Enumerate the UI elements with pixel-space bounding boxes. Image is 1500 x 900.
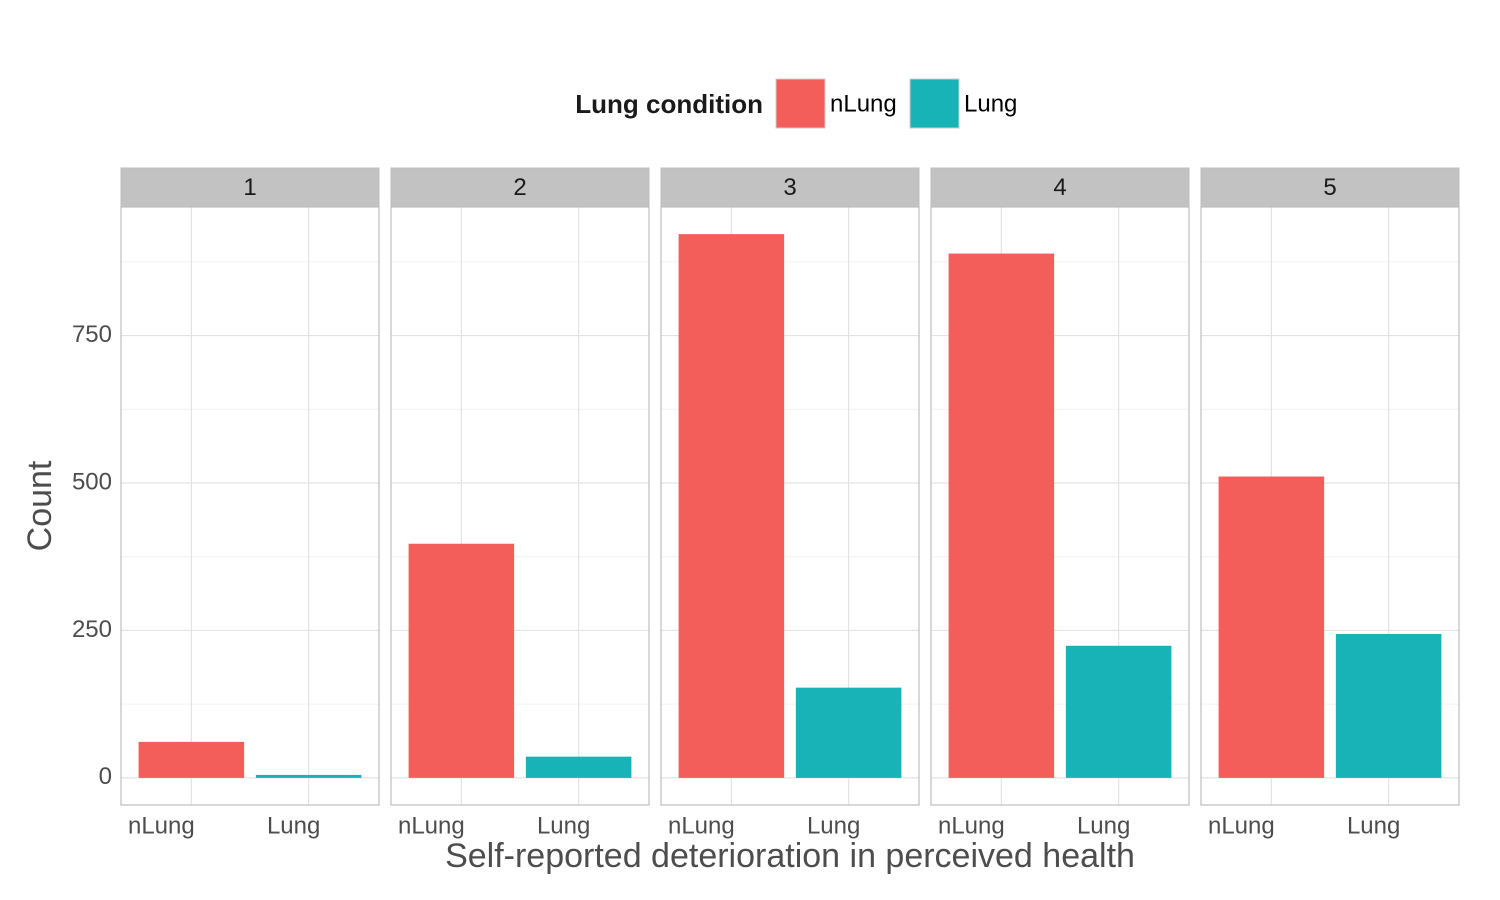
- strip-label: 1: [243, 174, 256, 201]
- x-tick-label: Lung: [1077, 812, 1130, 839]
- bar: [1218, 476, 1325, 778]
- panel-border: [1200, 206, 1460, 806]
- y-tick-label: 500: [72, 468, 112, 495]
- bar: [525, 756, 632, 778]
- legend-key: [775, 78, 826, 129]
- strip: [1200, 167, 1460, 208]
- x-tick-label: Lung: [807, 812, 860, 839]
- x-tick-label: Lung: [267, 812, 320, 839]
- bar: [948, 253, 1055, 778]
- legend-label: Lung: [964, 90, 1017, 117]
- strip: [660, 167, 920, 208]
- bar: [795, 687, 902, 778]
- x-tick-label: nLung: [1208, 812, 1275, 839]
- x-tick-label: Lung: [1347, 812, 1400, 839]
- y-tick-label: 250: [72, 616, 112, 643]
- x-tick-label: Lung: [537, 812, 590, 839]
- x-tick-label: nLung: [398, 812, 465, 839]
- legend-key: [909, 78, 960, 129]
- y-tick-label: 750: [72, 321, 112, 348]
- x-tick-label: nLung: [128, 812, 195, 839]
- panel-border: [120, 206, 380, 806]
- strip-label: 3: [783, 174, 796, 201]
- x-axis-title: Self-reported deterioration in perceived…: [445, 837, 1135, 875]
- bar: [408, 543, 515, 778]
- panel: [121, 207, 379, 805]
- bar: [255, 774, 362, 778]
- bar: [1065, 645, 1172, 778]
- strip: [390, 167, 650, 208]
- bar: [678, 234, 785, 778]
- strip: [930, 167, 1190, 208]
- strip-label: 5: [1323, 174, 1336, 201]
- strip: [120, 167, 380, 208]
- y-tick-label: 0: [99, 763, 112, 790]
- bar: [138, 741, 245, 778]
- strip-label: 2: [513, 174, 526, 201]
- x-tick-label: nLung: [938, 812, 1005, 839]
- y-axis-title: Count: [21, 460, 59, 551]
- panel-border: [660, 206, 920, 806]
- panel-border: [390, 206, 650, 806]
- panel-border: [930, 206, 1190, 806]
- bar: [1335, 633, 1442, 778]
- x-tick-label: nLung: [668, 812, 735, 839]
- legend-label: nLung: [830, 90, 897, 117]
- strip-label: 4: [1053, 174, 1066, 201]
- legend-title: Lung condition: [575, 89, 763, 119]
